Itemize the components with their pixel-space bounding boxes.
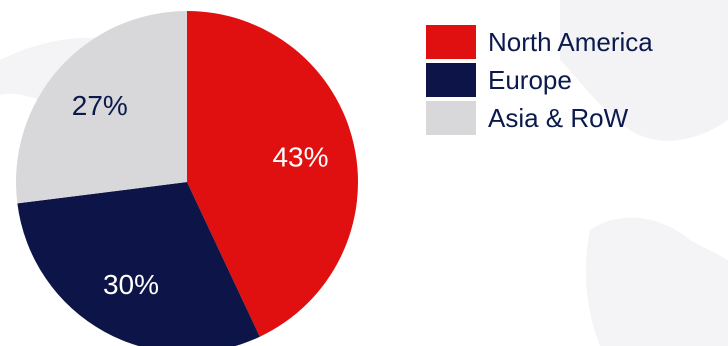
slice-label: 43% (272, 142, 328, 173)
legend-label: Europe (488, 65, 572, 95)
legend-item-north-america: North America (426, 24, 653, 60)
legend-swatch (426, 101, 476, 135)
pie-slice-north-america (187, 11, 358, 337)
slice-label: 27% (72, 90, 128, 121)
slice-label: 30% (103, 269, 159, 300)
legend-item-asia-row: Asia & RoW (426, 100, 653, 136)
legend: North America Europe Asia & RoW (426, 24, 653, 138)
legend-swatch (426, 63, 476, 97)
legend-swatch (426, 25, 476, 59)
legend-item-europe: Europe (426, 62, 653, 98)
legend-label: North America (488, 27, 653, 57)
pie-slice-asia-row (15, 11, 187, 204)
pie-slice-europe (17, 182, 260, 346)
legend-label: Asia & RoW (488, 103, 629, 133)
